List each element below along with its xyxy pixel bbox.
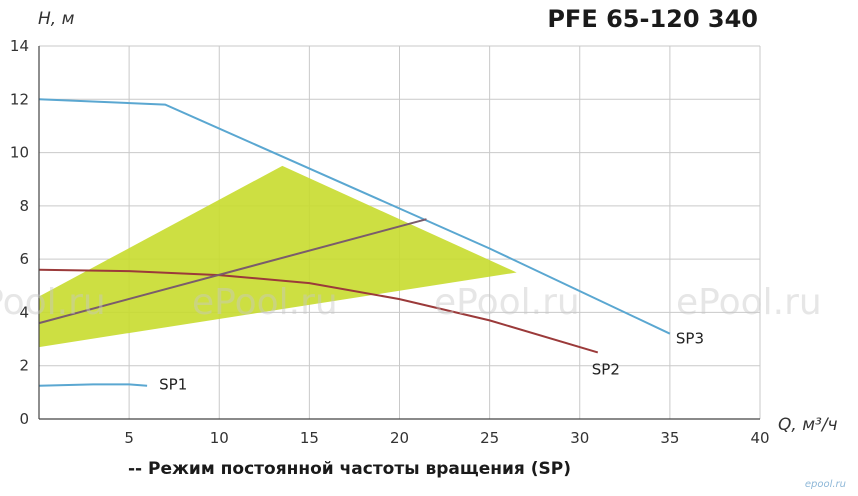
- x-tick-label: 10: [210, 429, 229, 447]
- y-tick-label: 10: [10, 144, 29, 162]
- axes: [38, 46, 760, 420]
- watermark-text: ePool.ru: [192, 282, 338, 323]
- x-tick-label: 35: [660, 429, 679, 447]
- y-tick-label: 0: [19, 410, 29, 428]
- watermark-text: ePool.ru: [676, 282, 822, 323]
- y-tick-label: 4: [19, 303, 29, 321]
- y-tick-label: 12: [10, 90, 29, 108]
- series-labels: SP1 SP2 SP3: [159, 330, 704, 394]
- watermark-text: ePool.ru: [434, 282, 580, 323]
- operating-region-layer: [39, 165, 517, 348]
- y-axis-label: H, м: [38, 9, 75, 29]
- series-line-sp2: [38, 268, 599, 354]
- series-layer: [38, 98, 671, 387]
- series-label-sp2: SP2: [592, 360, 620, 378]
- y-tick-label: 14: [10, 37, 29, 55]
- y-tick-label: 6: [19, 250, 29, 268]
- y-tick-label: 8: [19, 197, 29, 215]
- x-tick-label: 5: [124, 429, 134, 447]
- x-tick-label: 15: [300, 429, 319, 447]
- x-tick-label: 20: [390, 429, 409, 447]
- series-label-sp3: SP3: [676, 330, 704, 348]
- x-tick-label: 30: [570, 429, 589, 447]
- tick-labels: 5 10 15 20 25 30 35 40 0 2 4 6 8 10 12 14: [10, 37, 770, 447]
- y-tick-label: 2: [19, 357, 29, 375]
- series-line-sp1: [38, 383, 148, 387]
- x-tick-label: 25: [480, 429, 499, 447]
- operating-region: [39, 165, 517, 348]
- footnote: -- Режим постоянной частоты вращения (SP…: [128, 459, 571, 479]
- x-axis-label: Q, м³/ч: [778, 415, 838, 435]
- series-label-sp1: SP1: [159, 376, 187, 394]
- series-line-system: [38, 218, 427, 325]
- series-line-sp3: [38, 98, 671, 335]
- chart-title: PFE 65-120 340: [547, 5, 758, 33]
- watermark-text: ePool.ru: [0, 282, 106, 323]
- corner-watermark: epool.ru: [804, 479, 846, 490]
- x-tick-label: 40: [750, 429, 769, 447]
- watermarks: ePool.ru ePool.ru ePool.ru ePool.ru: [0, 282, 822, 323]
